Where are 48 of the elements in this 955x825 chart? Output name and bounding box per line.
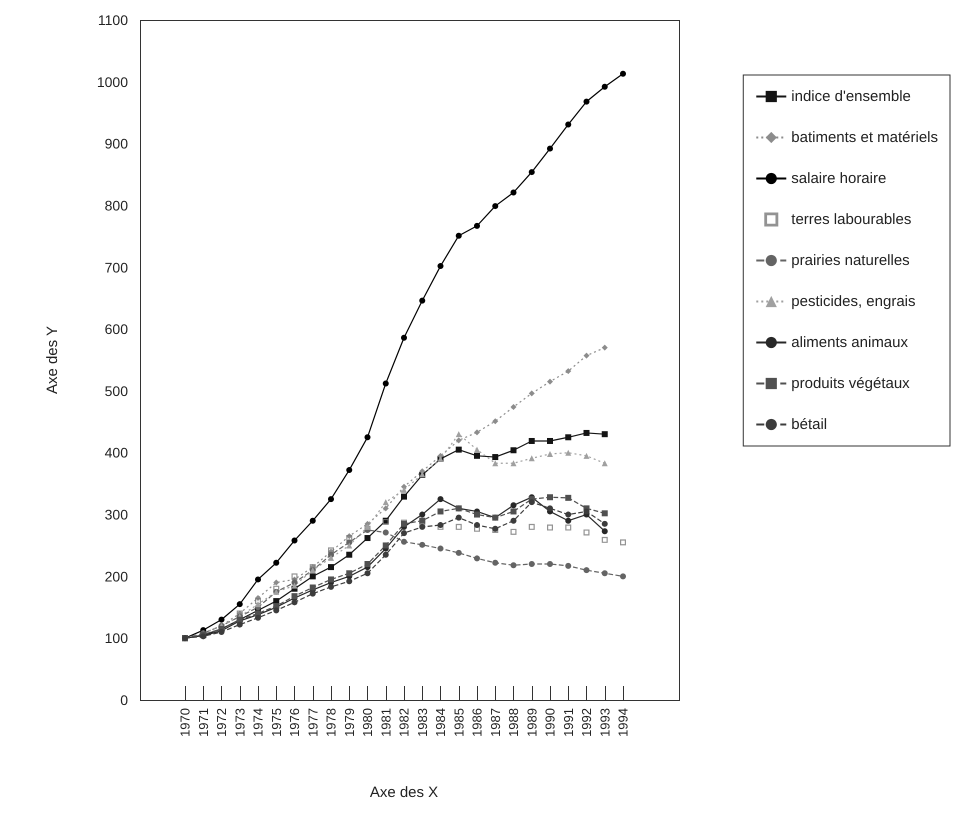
x-tick-label: 1975 [268, 708, 284, 737]
y-tick-label: 700 [104, 259, 128, 276]
x-tick-label: 1983 [414, 708, 430, 737]
y-tick-label: 500 [104, 382, 128, 399]
x-tick-label: 1984 [433, 708, 448, 737]
x-tick-label: 1994 [616, 708, 630, 737]
x-tick-label: 1982 [396, 708, 412, 737]
x-tick-label: 1981 [378, 708, 394, 737]
x-axis-title: Axe des X [370, 784, 438, 801]
legend-label: aliments animaux [791, 334, 908, 351]
legend-label: batiments et matériels [791, 129, 938, 146]
x-tick-label: 1989 [524, 708, 540, 737]
x-tick-label: 1986 [470, 708, 484, 737]
y-tick-label: 600 [104, 321, 128, 338]
x-tick-label: 1976 [287, 708, 302, 737]
legend-label: terres labourables [791, 211, 912, 228]
y-tick-label: 100 [104, 630, 128, 646]
y-tick-label: 400 [104, 444, 128, 461]
y-tick-label: 1000 [96, 74, 128, 90]
x-tick-label: 1970 [178, 708, 192, 737]
y-axis-title: Axe des Y [44, 326, 61, 394]
legend-label: pesticides, engrais [791, 293, 916, 310]
y-tick-label: 200 [104, 568, 128, 584]
y-tick-label: 0 [120, 692, 128, 708]
x-tick-label: 1977 [305, 708, 320, 737]
x-tick-label: 1978 [324, 708, 338, 737]
x-tick-label: 1988 [506, 708, 521, 737]
x-tick-label: 1993 [597, 708, 612, 737]
x-tick-label: 1990 [542, 708, 558, 737]
x-tick-label: 1971 [196, 708, 211, 737]
y-tick-label: 900 [104, 136, 128, 152]
legend-label: salaire horaire [791, 170, 886, 187]
x-tick-label: 1985 [451, 708, 466, 737]
x-tick-label: 1974 [250, 708, 266, 737]
y-tick-label: 800 [104, 197, 128, 214]
legend-label: bétail [791, 416, 828, 433]
x-tick-label: 1992 [579, 708, 594, 737]
x-tick-label: 1991 [560, 708, 576, 737]
y-tick-label: 300 [104, 506, 128, 523]
x-tick-label: 1980 [360, 708, 375, 737]
x-tick-label: 1987 [488, 708, 503, 737]
y-tick-label: 1100 [98, 12, 128, 28]
legend-label: produits végétaux [791, 375, 910, 392]
x-tick-label: 1972 [214, 708, 229, 737]
x-tick-label: 1973 [232, 708, 248, 737]
x-tick-label: 1979 [342, 708, 357, 737]
legend-label: prairies naturelles [791, 252, 910, 269]
legend-label: indice d'ensemble [791, 88, 911, 105]
